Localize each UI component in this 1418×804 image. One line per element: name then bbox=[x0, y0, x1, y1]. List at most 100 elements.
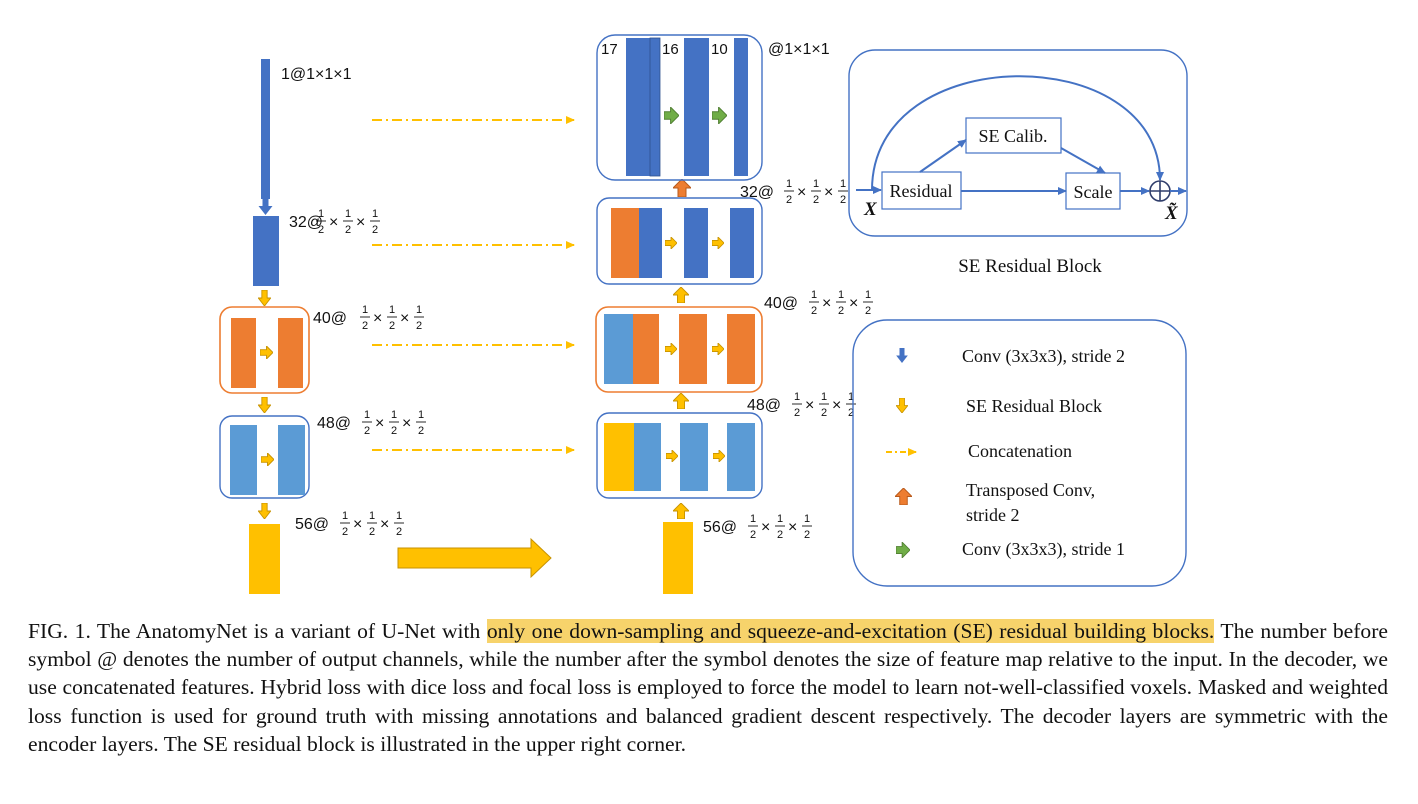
dec-bar-32b bbox=[639, 208, 662, 278]
svg-text:1: 1 bbox=[794, 391, 800, 403]
dec-block-48 bbox=[596, 412, 763, 499]
svg-text:1: 1 bbox=[416, 304, 422, 316]
enc-label-48: 48@ 1 2 × 1 2 × 1 2 bbox=[317, 409, 426, 437]
green-right-arrow-icon bbox=[712, 107, 727, 124]
svg-text:2: 2 bbox=[396, 526, 402, 538]
svg-text:Concatenation: Concatenation bbox=[968, 441, 1072, 461]
svg-text:Residual: Residual bbox=[890, 181, 953, 201]
svg-text:1: 1 bbox=[418, 409, 424, 421]
svg-text:1: 1 bbox=[848, 391, 854, 403]
dec-bar-48b bbox=[634, 423, 661, 491]
svg-text:1: 1 bbox=[362, 304, 368, 316]
svg-text:1: 1 bbox=[372, 208, 378, 220]
dec-label-56: 56@ 1 2 × 1 2 × 1 2 bbox=[703, 513, 812, 541]
svg-text:Conv (3x3x3), stride 2: Conv (3x3x3), stride 2 bbox=[962, 346, 1125, 367]
se-calib-box bbox=[965, 117, 1062, 154]
svg-text:×: × bbox=[788, 519, 797, 536]
svg-text:2: 2 bbox=[804, 529, 810, 541]
dec-bar-16 bbox=[684, 38, 709, 176]
svg-text:1: 1 bbox=[811, 289, 817, 301]
dec-bar-10 bbox=[734, 38, 748, 176]
svg-text:1: 1 bbox=[364, 409, 370, 421]
dec-bar-32a bbox=[611, 208, 639, 278]
anatomynet-diagram: 1 @1×1×1 32@ 1 2 × 1 2 × 1 2 40@ 1 2 × 1 bbox=[219, 34, 1188, 594]
svg-text:Transposed Conv,: Transposed Conv, bbox=[966, 480, 1095, 500]
svg-text:2: 2 bbox=[418, 425, 424, 437]
svg-text:2: 2 bbox=[811, 305, 817, 317]
svg-text:×: × bbox=[329, 214, 338, 231]
caption-highlight: only one down-sampling and squeeze-and-e… bbox=[486, 619, 1215, 643]
dec-label-32: 32@ 1 2 × 1 2 × 1 2 bbox=[740, 178, 848, 206]
top-size-label: @1×1×1 bbox=[768, 41, 830, 58]
enc-label-40: 40@ 1 2 × 1 2 × 1 2 bbox=[313, 304, 424, 332]
dec-bar-40a bbox=[604, 314, 633, 384]
enc-label-56: 56@ 1 2 × 1 2 × 1 2 bbox=[295, 510, 404, 538]
svg-text:2: 2 bbox=[821, 407, 827, 419]
svg-text:SE Residual Block: SE Residual Block bbox=[966, 396, 1102, 416]
green-right-arrow-icon bbox=[896, 542, 910, 558]
svg-text:2: 2 bbox=[777, 529, 783, 541]
bottleneck-arrow-icon bbox=[397, 537, 552, 579]
svg-text:1: 1 bbox=[865, 289, 871, 301]
svg-text:2: 2 bbox=[786, 194, 792, 206]
svg-text:2: 2 bbox=[369, 526, 375, 538]
svg-text:×: × bbox=[380, 516, 389, 533]
svg-text:×: × bbox=[797, 184, 806, 201]
yellow-right-arrow-icon bbox=[713, 450, 725, 462]
yellow-right-arrow-icon bbox=[260, 346, 273, 359]
svg-text:2: 2 bbox=[838, 305, 844, 317]
svg-text:1: 1 bbox=[396, 510, 402, 522]
svg-text:40@: 40@ bbox=[764, 295, 798, 312]
svg-text:×: × bbox=[356, 214, 365, 231]
enc-bar-40a bbox=[231, 318, 256, 388]
svg-text:48@: 48@ bbox=[747, 397, 781, 414]
dec-bar-17b bbox=[649, 37, 661, 177]
legend-frame bbox=[852, 319, 1187, 587]
enc-bar-56 bbox=[249, 524, 280, 594]
channel-16: 16 bbox=[662, 41, 679, 58]
svg-text:1: 1 bbox=[345, 208, 351, 220]
svg-text:2: 2 bbox=[848, 407, 854, 419]
channel-10: 10 bbox=[711, 41, 728, 58]
yellow-up-arrow-icon bbox=[673, 503, 689, 519]
orange-up-arrow-icon bbox=[895, 488, 912, 505]
svg-text:Conv (3x3x3), stride 1: Conv (3x3x3), stride 1 bbox=[962, 539, 1125, 560]
enc-bar-40b bbox=[278, 318, 303, 388]
enc-bar-48a bbox=[230, 425, 257, 495]
svg-text:1: 1 bbox=[391, 409, 397, 421]
svg-text:2: 2 bbox=[342, 526, 348, 538]
yellow-right-arrow-icon bbox=[712, 237, 724, 249]
svg-text:2: 2 bbox=[813, 194, 819, 206]
svg-text:1: 1 bbox=[840, 178, 846, 190]
svg-text:56@: 56@ bbox=[295, 516, 329, 533]
dec-bar-40b bbox=[633, 314, 659, 384]
dec-block-top bbox=[596, 34, 763, 181]
svg-text:2: 2 bbox=[750, 529, 756, 541]
yellow-down-arrow-icon bbox=[258, 503, 271, 519]
dec-block-32 bbox=[596, 197, 763, 285]
dec-bar-48c bbox=[680, 423, 708, 491]
enc-block-48 bbox=[219, 415, 310, 499]
svg-text:×: × bbox=[824, 184, 833, 201]
svg-text:1: 1 bbox=[813, 178, 819, 190]
se-input-x: X bbox=[863, 199, 878, 220]
yellow-right-arrow-icon bbox=[665, 343, 677, 355]
svg-text:1: 1 bbox=[750, 513, 756, 525]
yellow-right-arrow-icon bbox=[666, 450, 678, 462]
svg-text:2: 2 bbox=[318, 224, 324, 236]
svg-text:2: 2 bbox=[416, 320, 422, 332]
dec-bar-48a bbox=[604, 423, 634, 491]
svg-text:×: × bbox=[400, 310, 409, 327]
svg-text:1: 1 bbox=[786, 178, 792, 190]
caption-body: The number before symbol @ denotes the n… bbox=[28, 619, 1388, 756]
se-output-x: X̃ bbox=[1164, 203, 1179, 224]
blue-down-arrow-icon bbox=[896, 348, 908, 363]
yellow-down-arrow-icon bbox=[258, 290, 271, 306]
dec-bar-32d bbox=[730, 208, 754, 278]
svg-text:2: 2 bbox=[364, 425, 370, 437]
svg-text:×: × bbox=[373, 310, 382, 327]
svg-text:Scale: Scale bbox=[1074, 182, 1113, 202]
yellow-right-arrow-icon bbox=[261, 453, 274, 466]
enc-bar-48b bbox=[278, 425, 305, 495]
orange-up-arrow-icon bbox=[673, 179, 691, 197]
